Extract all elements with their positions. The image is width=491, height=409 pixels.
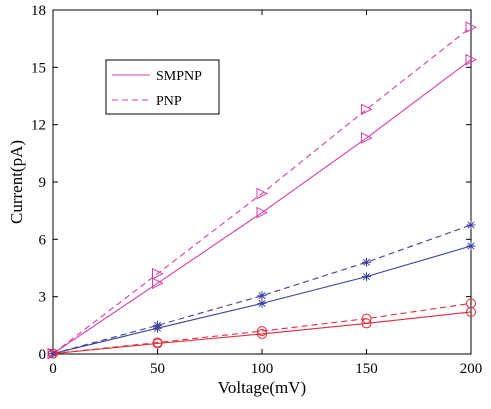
series-layer <box>47 21 478 360</box>
x-tick-label: 150 <box>355 361 378 377</box>
series-line <box>52 224 472 355</box>
data-point-marker <box>257 298 267 308</box>
y-tick-label: 12 <box>31 118 46 134</box>
y-tick-label: 0 <box>39 347 47 363</box>
asterisk-stroke <box>49 350 57 358</box>
data-point-marker <box>256 187 269 200</box>
data-point-marker <box>152 277 164 290</box>
series-line <box>52 302 472 355</box>
x-tick-label: 50 <box>150 361 165 377</box>
asterisk-stroke <box>258 292 266 300</box>
data-point-marker <box>256 206 269 219</box>
data-point-marker <box>362 272 371 282</box>
asterisk-stroke <box>362 258 371 266</box>
series-line <box>52 311 472 355</box>
asterisk-stroke <box>258 299 266 307</box>
data-point-marker <box>153 320 162 330</box>
data-point-marker <box>257 328 267 339</box>
data-point-marker <box>152 337 163 348</box>
legend: SMPNP PNP <box>105 59 220 115</box>
x-tick-label: 0 <box>49 361 57 377</box>
data-point-marker <box>361 132 373 144</box>
y-tick-label: 18 <box>31 3 46 19</box>
data-point-marker <box>465 21 478 34</box>
legend-box <box>105 59 220 115</box>
x-axis-title: Voltage(mV) <box>218 378 306 397</box>
series-pnp-asterisk <box>48 220 476 359</box>
data-point-marker <box>465 53 478 66</box>
data-point-marker <box>152 267 164 280</box>
y-tick-label: 9 <box>39 175 47 191</box>
data-point-marker <box>361 103 373 116</box>
asterisk-stroke <box>362 273 371 281</box>
y-tick-label: 3 <box>39 290 47 306</box>
series-line <box>52 26 472 355</box>
data-point-marker <box>466 241 476 251</box>
asterisk-stroke <box>467 242 475 250</box>
data-point-marker <box>257 291 267 301</box>
y-tick-label: 6 <box>39 232 47 248</box>
series-smpnp-triangle-right <box>47 53 478 360</box>
legend-smpnp-label: SMPNP <box>156 69 202 84</box>
asterisk-stroke <box>153 321 162 329</box>
series-line <box>52 59 472 355</box>
x-tick-label: 200 <box>460 361 483 377</box>
series-pnp-circle <box>48 298 476 359</box>
data-point-marker <box>466 298 476 309</box>
data-point-marker <box>362 257 371 267</box>
ticks-layer: 0 50 100 150 200 0 3 6 9 12 15 18 <box>31 3 482 377</box>
data-point-marker <box>48 348 58 359</box>
y-axis-title: Current(pA) <box>7 140 26 224</box>
data-point-marker <box>361 313 372 324</box>
series-smpnp-asterisk <box>48 241 476 359</box>
y-tick-label: 15 <box>31 60 46 76</box>
x-tick-label: 100 <box>251 361 274 377</box>
data-point-marker <box>257 326 267 337</box>
data-point-marker <box>466 220 476 230</box>
legend-pnp-label: PNP <box>156 94 182 109</box>
asterisk-stroke <box>467 221 475 229</box>
data-point-marker <box>48 349 58 359</box>
